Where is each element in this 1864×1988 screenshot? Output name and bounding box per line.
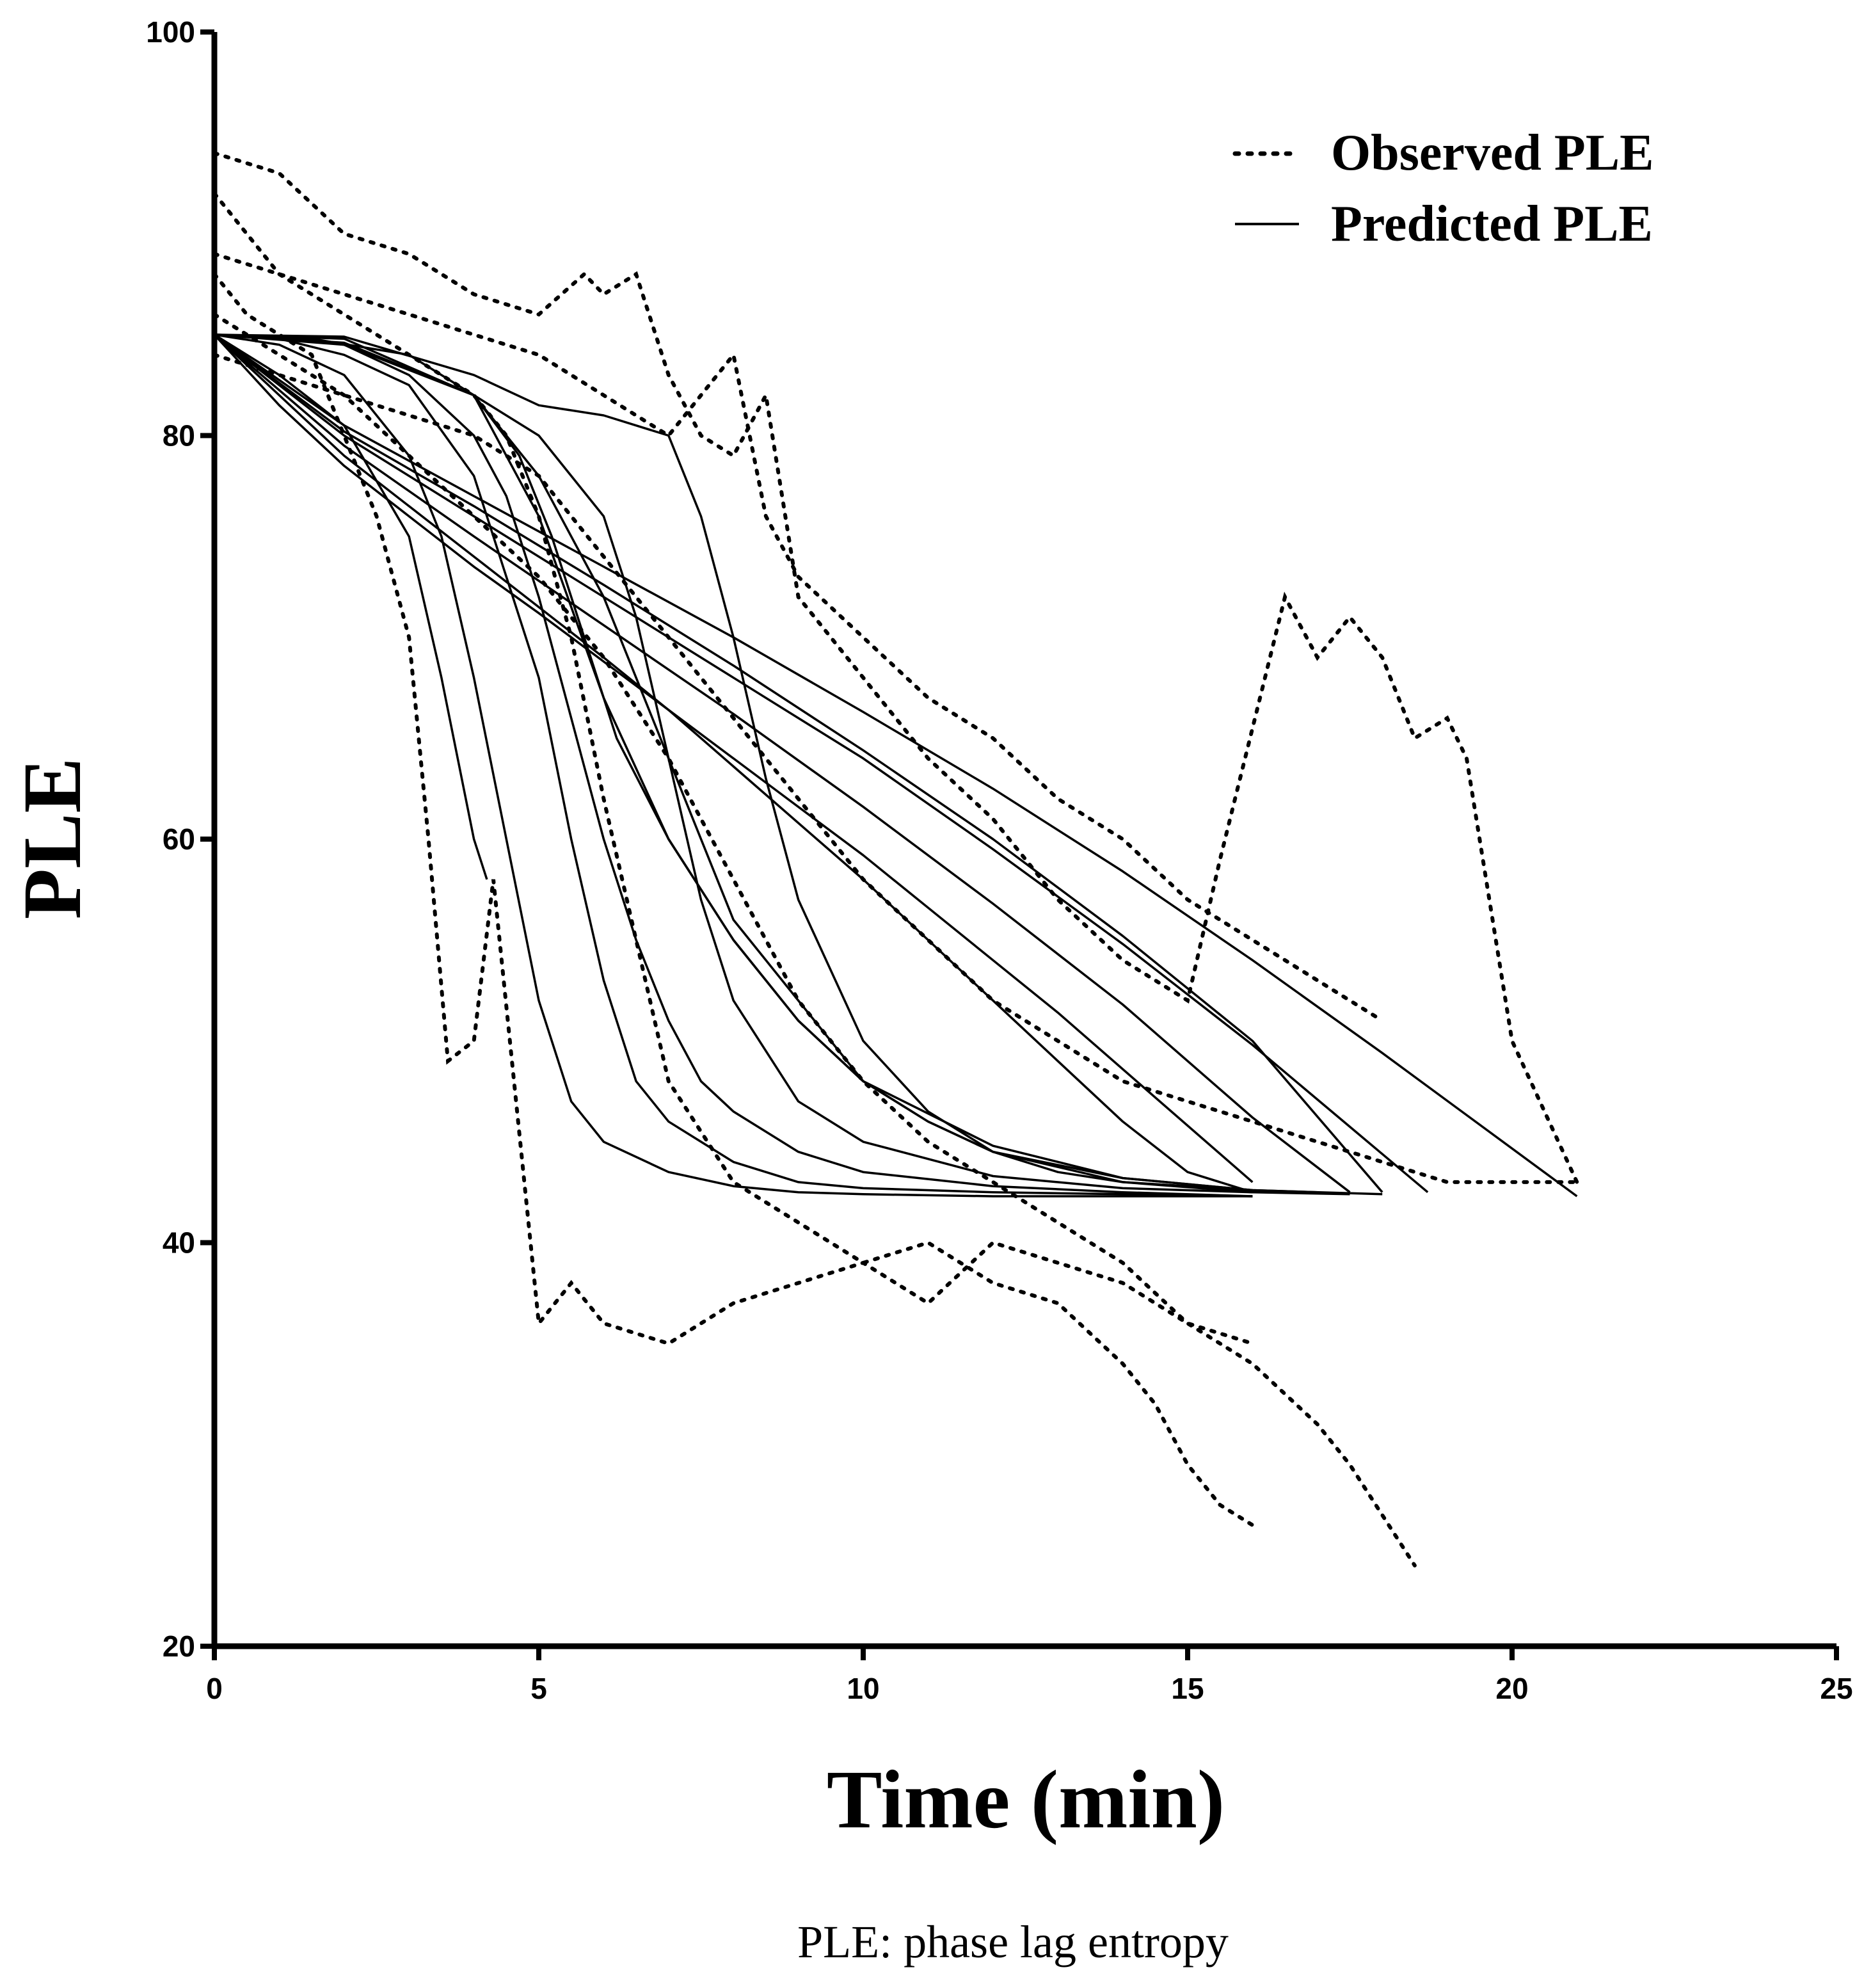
y-tick-label: 80 xyxy=(163,419,195,453)
x-tick-label: 25 xyxy=(1820,1672,1852,1705)
predicted-line xyxy=(214,333,488,880)
y-tick-label: 20 xyxy=(163,1630,195,1663)
y-axis-title: PLE xyxy=(6,758,99,920)
predicted-line xyxy=(213,333,1253,1194)
x-tick-label: 5 xyxy=(530,1672,547,1705)
y-tick-label: 60 xyxy=(163,822,195,856)
predicted-line xyxy=(213,333,1383,1193)
observed-line xyxy=(212,312,1417,1567)
y-tick-label: 40 xyxy=(163,1226,195,1260)
observed-line xyxy=(212,151,1579,1184)
predicted-line xyxy=(214,333,1253,1198)
legend-predicted-label: Predicted PLE xyxy=(1331,196,1653,252)
legend-observed-label: Observed PLE xyxy=(1331,125,1653,181)
y-tick-label: 100 xyxy=(146,15,195,49)
observed-line xyxy=(212,252,1385,1023)
y-ticks-group: 20 40 60 80 100 xyxy=(146,15,214,1663)
observed-line xyxy=(212,191,1255,1527)
predicted-line xyxy=(214,333,1318,1194)
x-tick-label: 0 xyxy=(206,1672,223,1705)
predicted-line xyxy=(213,333,1254,1183)
predicted-line xyxy=(213,333,1351,1194)
observed-series-group xyxy=(212,151,1579,1567)
x-ticks-group: 0 5 10 15 20 25 xyxy=(206,1646,1853,1705)
predicted-series-group xyxy=(213,333,1578,1198)
predicted-line xyxy=(213,333,1578,1198)
observed-line xyxy=(212,272,1255,1346)
x-tick-label: 15 xyxy=(1171,1672,1204,1705)
predicted-line xyxy=(214,333,1383,1196)
predicted-line xyxy=(214,333,1253,1198)
caption: PLE: phase lag entropy xyxy=(797,1916,1229,1968)
predicted-line xyxy=(213,333,1429,1194)
x-axis-title: Time (min) xyxy=(827,1754,1225,1846)
predicted-line xyxy=(214,333,1253,1198)
x-tick-label: 10 xyxy=(847,1672,879,1705)
predicted-line xyxy=(214,333,1350,1196)
legend: Observed PLE Predicted PLE xyxy=(1232,125,1653,252)
x-tick-label: 20 xyxy=(1495,1672,1528,1705)
